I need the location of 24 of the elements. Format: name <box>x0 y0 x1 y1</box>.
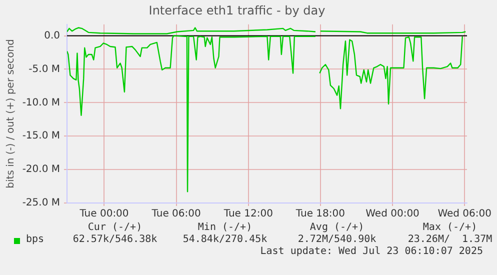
y-axis-title: bits in (-) / out (+) per second <box>6 39 17 188</box>
text: 2.72M/540.90k <box>298 234 376 245</box>
text: 62.57k/546.38k <box>72 234 158 245</box>
x-tick-label: Wed 06:00 <box>438 208 492 220</box>
text: Cur (-/+) <box>88 222 142 233</box>
y-tick-label: -5.0 M <box>28 64 60 75</box>
x-tick-label: Tue 18:00 <box>294 208 345 220</box>
text: Last update: Wed Jul 23 06:10:07 2025 <box>260 246 483 257</box>
text: Min (-/+) <box>198 222 252 233</box>
y-tick-label: -25.0 M <box>22 198 60 209</box>
text: 54.84k/270.45k <box>182 234 268 245</box>
y-tick-label: -10.0 M <box>22 97 60 108</box>
text: Avg (-/+) <box>310 222 364 233</box>
x-tick-label: Tue 12:00 <box>222 208 273 220</box>
x-tick-label: Tue 00:00 <box>78 208 129 220</box>
chart-title: Interface eth1 traffic - by day <box>148 3 326 18</box>
y-tick-label: -20.0 M <box>22 164 60 176</box>
legend-label: bps <box>26 234 44 245</box>
x-tick-label: Wed 00:00 <box>366 208 420 220</box>
text: 23.26M/ 1.37M <box>408 234 492 245</box>
x-tick-label: Tue 06:00 <box>150 208 201 220</box>
y-tick-label: -15.0 M <box>22 130 60 142</box>
y-tick-label: 0.0 <box>44 30 60 42</box>
text: Max (-/+) <box>422 222 478 233</box>
